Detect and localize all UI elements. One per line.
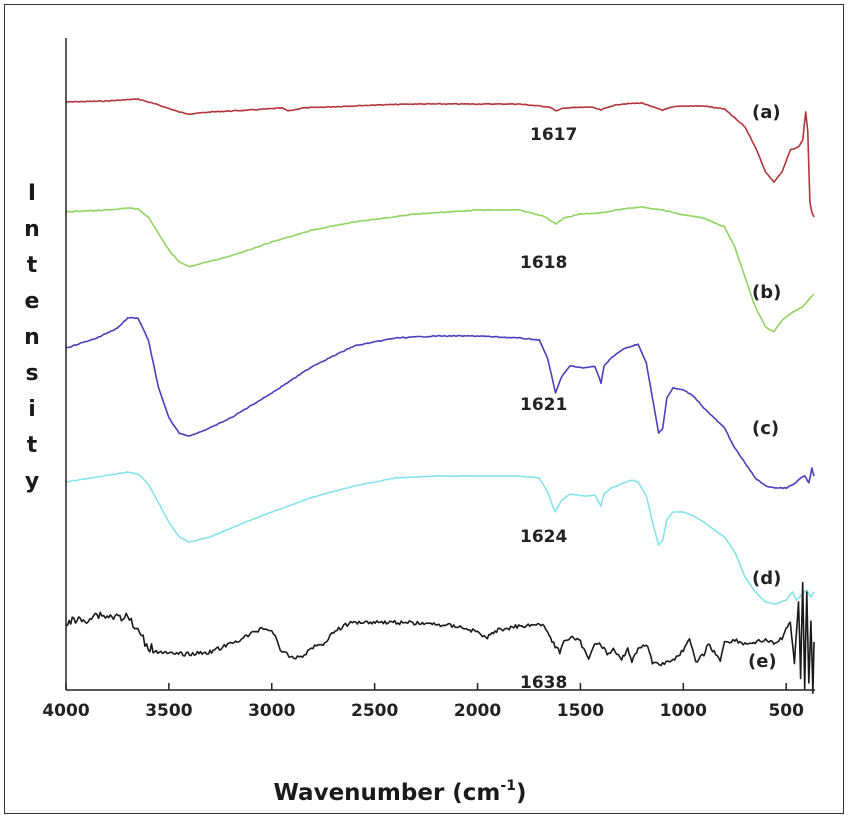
axes-group <box>65 38 815 691</box>
trace-label: (c) <box>752 418 779 439</box>
y-axis-title-letter: n <box>24 325 40 350</box>
spectrum-line-1 <box>66 98 815 218</box>
trace-label: (e) <box>748 651 777 672</box>
x-tick-label: 4000 <box>42 701 89 721</box>
x-tick-label: 500 <box>768 701 804 721</box>
y-axis-title-letter: s <box>25 361 38 386</box>
x-axis-title: Wavenumber (cm-1) <box>274 778 527 806</box>
peak-label: 1617 <box>530 125 577 145</box>
x-axis-title-main: Wavenumber (cm <box>274 780 501 806</box>
spectra-group <box>65 98 815 694</box>
x-tick-label: 2500 <box>351 701 398 721</box>
x-axis-title-superscript: -1 <box>500 778 516 794</box>
x-tick-label: 2000 <box>454 701 501 721</box>
y-axis-title-letter: t <box>27 433 38 458</box>
peak-labels-group: 1617 1618 1621 1624 1638 <box>520 125 577 693</box>
y-axis-title-letter: I <box>28 181 36 206</box>
y-axis-title-letter: e <box>25 289 40 314</box>
spectrum-line-2 <box>65 206 815 333</box>
spectrum-line-4 <box>65 471 815 605</box>
x-tick-label: 3000 <box>248 701 295 721</box>
y-axis-title-letter: i <box>28 397 36 422</box>
y-axis-title-letter: t <box>27 253 38 278</box>
trace-labels-group: (a) (b) (c) (d) (e) <box>748 102 781 672</box>
x-tick-label: 1500 <box>557 701 604 721</box>
peak-label: 1638 <box>520 673 567 693</box>
y-axis-title-letter: y <box>25 469 39 494</box>
x-axis-title-close: ) <box>516 780 527 806</box>
spectrum-line-3 <box>65 316 815 490</box>
trace-label: (b) <box>752 282 781 303</box>
figure-frame <box>4 4 844 814</box>
peak-label: 1618 <box>520 253 567 273</box>
peak-label: 1624 <box>520 527 567 547</box>
x-tick-label: 1000 <box>660 701 707 721</box>
trace-label: (a) <box>752 102 781 123</box>
trace-label: (d) <box>752 568 781 589</box>
y-axis-title-letter: n <box>24 217 40 242</box>
spectrum-line-5 <box>65 581 815 694</box>
x-ticks-group: 4000 3500 3000 2500 2000 1500 1000 500 <box>42 683 804 721</box>
x-tick-label: 3500 <box>145 701 192 721</box>
peak-label: 1621 <box>520 395 567 415</box>
